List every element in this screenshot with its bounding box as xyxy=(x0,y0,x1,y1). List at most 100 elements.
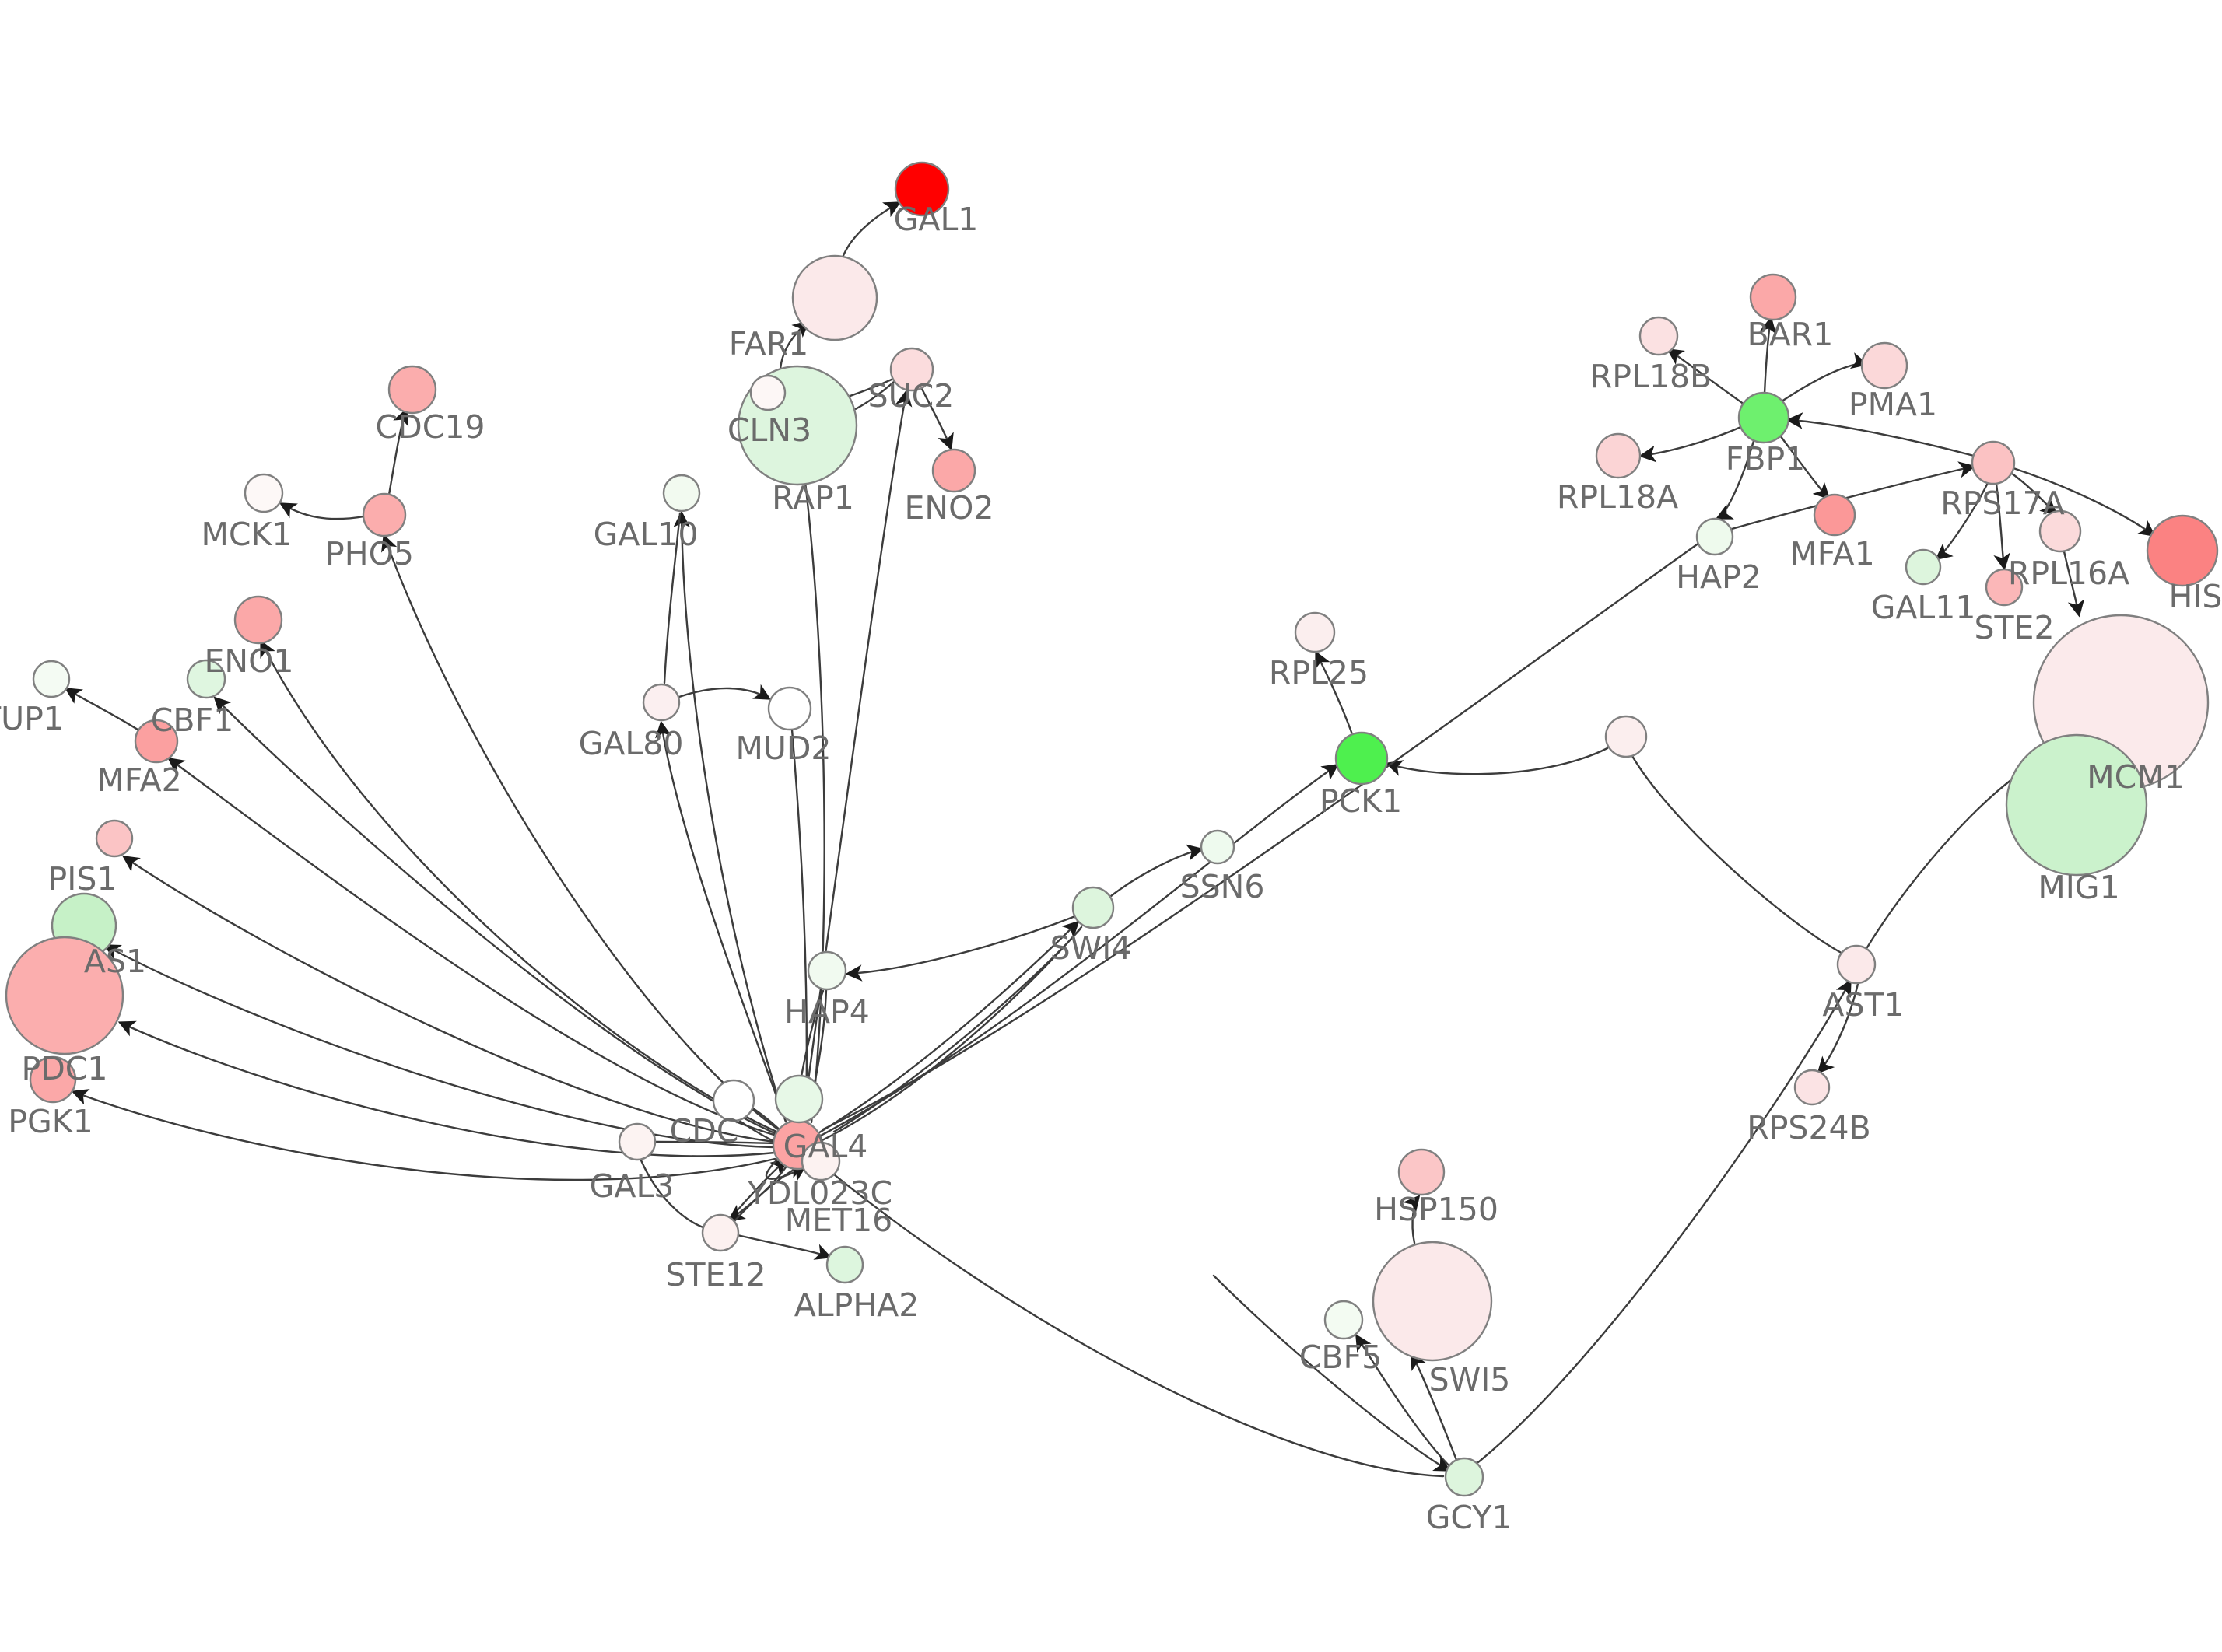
gene-node-gal80[interactable] xyxy=(642,683,681,722)
gene-node-cbf1[interactable] xyxy=(186,659,226,699)
gene-node-ast1[interactable] xyxy=(1836,944,1877,985)
edge-RPS17A-to-STE2[interactable] xyxy=(1993,482,2010,571)
gene-node-gal10[interactable] xyxy=(662,474,701,513)
edge-PHO5-to-MCK1[interactable] xyxy=(279,502,366,520)
edge-FAR1-to-GAL1[interactable] xyxy=(841,201,902,259)
edge-GAL4-to-HAP2_long[interactable] xyxy=(822,541,1701,1131)
edge-GAL4-to-MFA2[interactable] xyxy=(167,757,778,1137)
edge-AST1-to-RPS24B[interactable] xyxy=(1817,982,1859,1074)
edge-SWI4-to-HAP4[interactable] xyxy=(845,915,1077,982)
edge-GAL4-to-ENO1[interactable] xyxy=(260,639,778,1133)
gene-node-gal11[interactable] xyxy=(1905,548,1942,586)
gene-node-eno2[interactable] xyxy=(931,448,976,493)
gene-label-rap1: RAP1 xyxy=(772,479,854,516)
gene-node-pck1[interactable] xyxy=(1334,731,1389,786)
edge-GAL80-to-MUD2[interactable] xyxy=(678,684,772,700)
gene-node-cbf5[interactable] xyxy=(1323,1300,1364,1340)
edge-FBP1-to-RPL18B[interactable] xyxy=(1666,348,1746,406)
edge-FBP1-to-HAP2[interactable] xyxy=(1715,439,1755,520)
edge-GAL4-to-GAS1[interactable] xyxy=(103,944,776,1149)
edge-GAL4-to-RAP1[interactable] xyxy=(804,481,825,1124)
gene-node-far1[interactable] xyxy=(791,254,878,341)
gene-node-alpha2[interactable] xyxy=(825,1245,864,1284)
gene-node-cdc19[interactable] xyxy=(387,365,437,415)
gene-node-rpl16a[interactable] xyxy=(2038,509,2082,553)
gene-node-mig1[interactable] xyxy=(2005,733,2148,877)
gene-node-rpl25[interactable] xyxy=(1294,611,1336,653)
edge-HAP2-to-RPS17A[interactable] xyxy=(1730,461,1976,530)
gene-node-mfa2[interactable] xyxy=(134,719,179,764)
gene-node-ste12[interactable] xyxy=(701,1213,740,1252)
edge-GAL4-to-SWI4[interactable] xyxy=(815,920,1080,1136)
edge-SWI5-to-HSP150[interactable] xyxy=(1403,1195,1421,1244)
gene-node-tup1[interactable] xyxy=(32,660,71,698)
edge-PHO5-to-CDC19[interactable] xyxy=(387,408,409,496)
edge-RPL16A-to-MCM1[interactable] xyxy=(2063,550,2085,618)
edge-SUC2-to-ENO2[interactable] xyxy=(920,387,954,451)
gene-node-ssn6[interactable] xyxy=(1200,829,1235,865)
gene-node-gal3[interactable] xyxy=(618,1122,657,1161)
gene-node-hap4[interactable] xyxy=(807,950,847,991)
edge-FBP1-to-MFA1[interactable] xyxy=(1779,434,1831,500)
edge-STE12-to-ALPHA2[interactable] xyxy=(736,1234,832,1260)
edge-GAL80-to-GAL10[interactable] xyxy=(663,512,682,684)
gene-node-mck1[interactable] xyxy=(244,473,284,513)
gene-node-fbp1[interactable] xyxy=(1737,391,1790,444)
gene-node-cdc39[interactable] xyxy=(712,1079,755,1122)
gene-node-cln3b[interactable] xyxy=(749,374,787,411)
gene-node-mud2[interactable] xyxy=(767,686,812,731)
gene-node-ydl023c[interactable] xyxy=(801,1141,841,1181)
edge-SWI4-to-SSN6[interactable] xyxy=(1109,844,1204,898)
edge-CBF5_in-to-GCY1[interactable] xyxy=(1212,1274,1452,1472)
edge-GAL4-to-PIS1[interactable] xyxy=(122,855,776,1143)
edge-GCY1-to-AST1[interactable] xyxy=(1477,978,1852,1464)
gene-node-swi5[interactable] xyxy=(1372,1241,1493,1362)
gene-node-pho5[interactable] xyxy=(362,492,407,537)
edge-RPS17A-to-GAL11[interactable] xyxy=(1935,481,1989,561)
gene-node-bar1[interactable] xyxy=(1749,273,1797,321)
edge-GAL4-to-GAL80[interactable] xyxy=(655,720,787,1123)
edge-FBP1-to-RPL18A[interactable] xyxy=(1638,425,1744,463)
edge-NODE_2090-to-AST1[interactable] xyxy=(1631,754,1847,957)
edge-GAL4-to-CBF1[interactable] xyxy=(213,696,778,1136)
edge-GCY1-to-SWI5[interactable] xyxy=(1411,1352,1458,1461)
edge-GAL4-to-SWI4b[interactable] xyxy=(818,926,1083,1143)
gene-node-gal1[interactable] xyxy=(894,161,950,217)
gene-node-pis1[interactable] xyxy=(95,819,134,858)
edge-GAL4-to-PHO5[interactable] xyxy=(381,534,780,1131)
gene-node-gcy1[interactable] xyxy=(1444,1457,1484,1497)
gene-node-suc2[interactable] xyxy=(889,347,934,392)
gene-node-node_gr[interactable] xyxy=(774,1074,824,1124)
gene-node-rpl18b[interactable] xyxy=(1638,316,1679,356)
edge-GAL4-to-PDC1[interactable] xyxy=(117,1020,776,1157)
edge-GAL4-to-GAL10[interactable] xyxy=(673,510,787,1123)
edge-MFA2-to-TUP1[interactable] xyxy=(64,688,139,731)
gene-node-rps24b[interactable] xyxy=(1793,1069,1831,1106)
edge-PCK1-to-RPL25[interactable] xyxy=(1315,650,1354,736)
gene-node-his4[interactable] xyxy=(2146,514,2219,587)
gene-node-rps17a[interactable] xyxy=(1971,440,2016,485)
edge-GAL3-to-GAL4[interactable] xyxy=(640,1159,710,1230)
gene-node-pma1[interactable] xyxy=(1860,341,1908,390)
edge-GAL4-to-HAP4_down[interactable] xyxy=(832,928,1081,1133)
edge-NODE_2090-to-PCK1[interactable] xyxy=(1385,747,1609,776)
gene-node-rpl18a[interactable] xyxy=(1595,432,1642,479)
gene-node-eno1[interactable] xyxy=(233,595,283,645)
edge-RPS17A-to-FBP1[interactable] xyxy=(1786,412,1975,457)
edge-NODE_GR-to-HAP4_up[interactable] xyxy=(800,989,825,1078)
edge-MUD2-to-GAL4[interactable] xyxy=(790,728,808,1122)
gene-node-hap2[interactable] xyxy=(1695,517,1734,556)
gene-node-pgk1[interactable] xyxy=(29,1055,77,1104)
gene-node-node_2090[interactable] xyxy=(1604,715,1648,758)
gene-node-hsp150[interactable] xyxy=(1397,1148,1446,1196)
edge-GAL4-to-PGK1[interactable] xyxy=(71,1089,776,1181)
gene-node-mfa1[interactable] xyxy=(1813,493,1856,537)
edge-GAL4-to-GCY1[interactable] xyxy=(815,1159,1445,1478)
gene-node-ste2[interactable] xyxy=(1985,568,2024,607)
edge-RPS17A-to-HIS4[interactable] xyxy=(2012,467,2156,537)
edge-FBP1-to-BAR1[interactable] xyxy=(1759,316,1777,395)
gene-node-swi4[interactable] xyxy=(1071,886,1115,929)
edge-GCY1-to-CBF5[interactable] xyxy=(1355,1333,1450,1467)
gene-node-pdc1[interactable] xyxy=(5,936,124,1055)
edge-GAL4-to-GAL3[interactable] xyxy=(654,1140,778,1145)
